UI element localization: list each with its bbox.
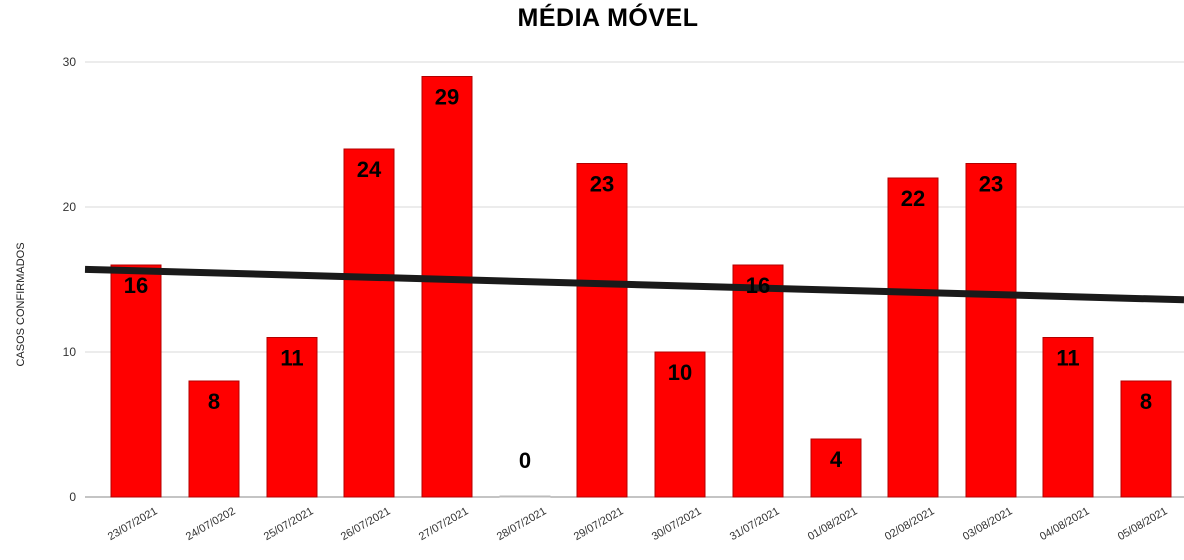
data-label: 10: [668, 360, 692, 385]
y-tick-label: 10: [63, 345, 77, 359]
bar-02/08/2021: [887, 177, 939, 498]
bar-24/07/0202: [188, 380, 240, 498]
x-tick-label: 01/08/2021: [806, 505, 860, 543]
bar-03/08/2021: [965, 163, 1017, 498]
label-layer: 16 8 11 24 29 0 23 10 16 4 22 23 11 8: [124, 85, 1152, 474]
bar-05/08/2021: [1120, 380, 1172, 498]
data-label: 24: [357, 157, 382, 182]
y-axis-label: CASOS CONFIRMADOS: [15, 242, 27, 366]
x-tick-label: 26/07/2021: [339, 505, 393, 543]
data-label: 0: [519, 448, 531, 473]
chart-title: MÉDIA MÓVEL: [517, 4, 699, 32]
bar-27/07/2021: [421, 76, 473, 498]
x-tick-label: 03/08/2021: [961, 505, 1015, 543]
data-label: 4: [830, 447, 843, 472]
bar-01/08/2021: [810, 438, 862, 498]
bar-layer: [110, 76, 1172, 498]
bar-25/07/2021: [266, 337, 318, 498]
bar-26/07/2021: [343, 148, 395, 498]
x-tick-label: 29/07/2021: [572, 505, 626, 543]
y-tick-label: 30: [63, 55, 77, 69]
data-label: 8: [208, 389, 220, 414]
x-tick-label: 30/07/2021: [650, 505, 704, 543]
bar-23/07/2021: [110, 264, 162, 498]
data-label: 11: [280, 346, 303, 371]
data-label: 16: [124, 273, 148, 298]
data-label: 11: [1056, 346, 1079, 371]
trendline: [84, 265, 1184, 304]
y-tick-label: 0: [69, 490, 76, 504]
data-label: 22: [901, 186, 925, 211]
x-tick-label: 31/07/2021: [728, 505, 782, 543]
data-label: 23: [979, 172, 1003, 197]
grid-layer: [85, 61, 1184, 498]
x-tick-label: 28/07/2021: [495, 505, 549, 543]
data-label: 16: [746, 273, 770, 298]
x-tick-label: 23/07/2021: [106, 505, 160, 543]
y-tick-label: 20: [63, 200, 77, 214]
x-tick-label: 04/08/2021: [1038, 505, 1092, 543]
x-tick-label: 27/07/2021: [417, 505, 471, 543]
bar-30/07/2021: [654, 351, 706, 498]
bar-29/07/2021: [576, 163, 628, 498]
bar-28/07/2021: [499, 495, 551, 498]
x-tick-label: 02/08/2021: [883, 505, 937, 543]
data-label: 29: [435, 85, 459, 110]
x-tick-label: 24/07/0202: [184, 505, 238, 543]
data-label: 8: [1140, 389, 1152, 414]
bar-31/07/2021: [732, 264, 784, 498]
bar-04/08/2021: [1042, 337, 1094, 498]
trend-layer: [84, 265, 1184, 304]
x-tick-label: 25/07/2021: [262, 505, 316, 543]
x-tick-label: 05/08/2021: [1116, 505, 1170, 543]
data-label: 23: [590, 172, 614, 197]
